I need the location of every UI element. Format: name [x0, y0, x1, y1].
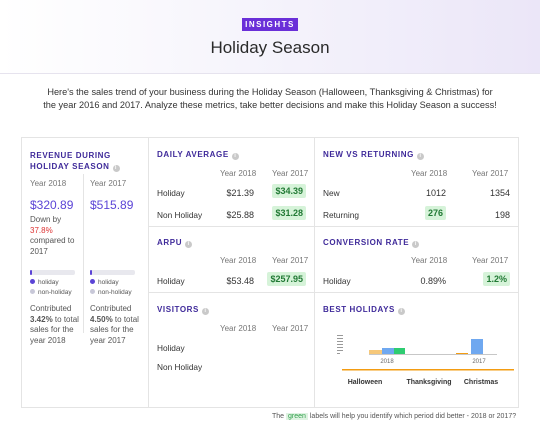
hero-banner: [0, 0, 540, 74]
revenue-year-2018-label: Year 2018: [30, 179, 67, 188]
new-vs-returning-title: NEW VS RETURNING i: [323, 150, 424, 160]
divider: [83, 174, 84, 333]
info-icon[interactable]: i: [412, 241, 420, 248]
column-header: Year 2017: [272, 169, 309, 178]
holiday-share-fill: [90, 270, 93, 275]
conversion-holiday-2017: 1.2%: [472, 272, 510, 286]
legend-holiday: holiday: [30, 279, 59, 286]
row-label: Returning: [323, 210, 359, 220]
info-icon[interactable]: i: [416, 153, 424, 160]
info-icon[interactable]: i: [202, 308, 209, 315]
revenue-year-2017-label: Year 2017: [90, 179, 127, 188]
holiday-share-bar-2017: [90, 270, 135, 275]
row-label: Non Holiday: [157, 362, 203, 372]
column-header: Year 2018: [220, 324, 257, 333]
column-header: Year 2018: [220, 256, 257, 265]
daily-nonholiday-2017: $31.28: [262, 206, 306, 220]
returning-2017: 198: [494, 210, 510, 220]
divider: [148, 292, 519, 293]
row-label: Holiday: [157, 343, 185, 353]
column-header: Year 2018: [411, 169, 448, 178]
daily-holiday-2017: $34.39: [262, 184, 306, 198]
holiday-dot-icon: [90, 279, 95, 284]
holiday-share-bar-2018: [30, 270, 75, 275]
info-icon[interactable]: i: [231, 153, 239, 160]
divider: [314, 138, 315, 407]
legend-halloween: Halloween: [348, 379, 383, 386]
chart-baseline: [369, 354, 497, 355]
conversion-rate-title: CONVERSION RATE i: [323, 238, 420, 248]
insights-badge: INSIGHTS: [242, 18, 298, 31]
info-icon[interactable]: i: [112, 165, 120, 172]
year-label: 2017: [472, 359, 486, 365]
info-icon[interactable]: i: [397, 308, 405, 315]
revenue-2018-value: $320.89: [30, 198, 74, 212]
divider: [148, 138, 149, 407]
year-label: 2018: [380, 359, 394, 365]
daily-average-title: DAILY AVERAGE i: [157, 150, 239, 160]
daily-nonholiday-2018: $25.88: [226, 210, 254, 220]
footer-note: The green labels will help you identify …: [272, 413, 517, 420]
arpu-holiday-2018: $53.48: [226, 276, 254, 286]
revenue-2017-value: $515.89: [90, 198, 134, 212]
bar-2017-christmas: [471, 339, 483, 354]
holiday-dot-icon: [30, 279, 35, 284]
row-label: New: [323, 188, 340, 198]
visitors-title: VISITORS i: [157, 305, 209, 315]
bar-2018-halloween: [369, 350, 382, 354]
revenue-2018-contribution: Contributed 3.42% to total sales for the…: [30, 304, 79, 345]
non-holiday-dot-icon: [30, 289, 35, 294]
row-label: Holiday: [157, 276, 185, 286]
info-icon[interactable]: i: [185, 241, 193, 248]
intro-text: Here's the sales trend of your business …: [43, 87, 497, 110]
column-header: Year 2017: [472, 169, 509, 178]
axis-ticks: [337, 335, 343, 354]
column-header: Year 2017: [272, 256, 309, 265]
column-header: Year 2018: [411, 256, 448, 265]
column-header: Year 2018: [220, 169, 257, 178]
new-2017: 1354: [489, 188, 510, 198]
returning-2018: 276: [412, 206, 446, 220]
legend-holiday: holiday: [90, 279, 119, 286]
arpu-holiday-2017: $257.95: [258, 272, 306, 286]
column-header: Year 2017: [472, 256, 509, 265]
conversion-holiday-2018: 0.89%: [420, 276, 446, 286]
legend-non-holiday: non-holiday: [90, 289, 132, 296]
arpu-title: ARPU i: [157, 238, 193, 248]
row-label: Holiday: [157, 188, 185, 198]
legend-christmas: Christmas: [464, 379, 498, 386]
page-title: Holiday Season: [210, 38, 330, 57]
metrics-grid: REVENUE DURING HOLIDAY SEASON i Year 2018…: [21, 137, 519, 408]
new-2018: 1012: [425, 188, 446, 198]
holiday-share-fill: [30, 270, 32, 275]
row-label: Non Holiday: [157, 210, 203, 220]
revenue-2018-change: Down by 37.8% compared to 2017: [30, 215, 75, 256]
bar-2017-halloween: [456, 353, 468, 354]
legend-thanksgiving: Thanksgiving: [406, 379, 451, 386]
best-holidays-title: BEST HOLIDAYS i: [323, 305, 405, 315]
bar-2018-christmas: [382, 348, 394, 354]
non-holiday-dot-icon: [90, 289, 95, 294]
legend-line: [342, 369, 514, 371]
row-label: Holiday: [323, 276, 351, 286]
column-header: Year 2017: [272, 324, 309, 333]
revenue-2017-contribution: Contributed 4.50% to total sales for the…: [90, 304, 139, 345]
daily-holiday-2018: $21.39: [226, 188, 254, 198]
divider: [148, 226, 519, 227]
best-holidays-chart: 2018 2017 Halloween Thanksgiving Christm…: [337, 335, 514, 386]
legend-non-holiday: non-holiday: [30, 289, 72, 296]
bar-2018-thanksgiving: [394, 348, 405, 354]
revenue-title: REVENUE DURING HOLIDAY SEASON i: [30, 150, 140, 172]
